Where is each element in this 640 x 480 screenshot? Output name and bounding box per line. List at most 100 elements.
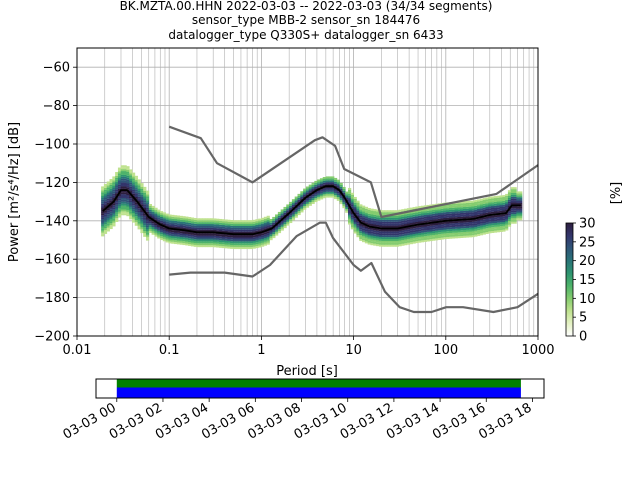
psd-density-cell — [283, 206, 287, 209]
psd-density-cell — [519, 202, 523, 205]
psd-density-cell — [457, 215, 461, 218]
psd-density-cell — [145, 225, 150, 228]
psd-density-cell — [519, 208, 523, 211]
psd-density-cell — [409, 222, 413, 225]
psd-density-cell — [145, 198, 150, 201]
psd-density-cell — [465, 202, 470, 205]
psd-density-cell — [345, 210, 349, 213]
psd-density-cell — [126, 168, 130, 171]
psd-density-cell — [109, 179, 113, 182]
psd-density-cell — [112, 216, 116, 219]
psd-density-cell — [232, 222, 237, 225]
psd-density-cell — [131, 193, 136, 196]
psd-density-cell — [145, 219, 150, 222]
psd-density-cell — [482, 232, 486, 235]
psd-density-cell — [213, 237, 217, 240]
psd-density-cell — [126, 198, 130, 201]
psd-density-cell — [148, 221, 152, 224]
psd-density-cell — [406, 221, 411, 224]
psd-density-cell — [227, 237, 231, 240]
psd-density-cell — [176, 215, 181, 218]
psd-density-cell — [238, 231, 242, 234]
psd-density-cell — [300, 196, 304, 199]
psd-density-cell — [370, 235, 374, 238]
psd-density-cell — [182, 237, 186, 240]
psd-density-cell — [373, 239, 377, 242]
psd-density-cell — [415, 237, 419, 240]
psd-density-cell — [457, 211, 461, 214]
psd-density-cell — [120, 194, 124, 197]
psd-density-cell — [319, 182, 324, 185]
psd-density-cell — [496, 230, 500, 233]
psd-density-cell — [432, 225, 436, 228]
psd-density-cell — [418, 209, 422, 212]
psd-density-cell — [465, 208, 470, 211]
psd-density-cell — [426, 231, 430, 234]
psd-density-cell — [350, 196, 355, 199]
psd-density-cell — [387, 210, 391, 213]
psd-density-cell — [185, 216, 189, 219]
psd-density-cell — [429, 237, 433, 240]
psd-density-cell — [336, 193, 340, 196]
psd-density-cell — [418, 213, 422, 216]
psd-density-cell — [376, 215, 380, 218]
psd-density-cell — [266, 231, 270, 234]
psd-density-cell — [395, 223, 399, 226]
psd-density-cell — [134, 175, 138, 178]
psd-density-cell — [496, 214, 500, 217]
psd-density-cell — [384, 244, 388, 247]
psd-density-cell — [168, 216, 172, 219]
psd-density-cell — [230, 243, 234, 246]
psd-density-cell — [485, 230, 489, 233]
psd-density-cell — [185, 233, 189, 236]
psd-density-cell — [409, 236, 413, 239]
psd-density-cell — [513, 200, 517, 203]
psd-density-cell — [143, 186, 147, 189]
psd-density-cell — [143, 196, 147, 199]
psd-density-cell — [317, 194, 321, 197]
psd-density-cell — [244, 243, 248, 246]
psd-density-cell — [434, 213, 439, 216]
psd-density-cell — [434, 222, 439, 225]
psd-density-cell — [333, 183, 338, 186]
psd-density-cell — [443, 216, 447, 219]
psd-density-cell — [216, 245, 220, 248]
psd-density-cell — [137, 192, 141, 195]
psd-density-cell — [140, 210, 144, 213]
psd-density-cell — [409, 240, 413, 243]
psd-density-cell — [202, 243, 206, 246]
psd-density-cell — [384, 235, 388, 238]
psd-density-cell — [449, 232, 453, 235]
psd-density-cell — [115, 183, 119, 186]
psd-density-cell — [479, 210, 484, 213]
psd-density-cell — [123, 211, 127, 214]
psd-density-cell — [134, 195, 138, 198]
psd-density-cell — [115, 177, 119, 180]
psd-density-cell — [398, 240, 402, 243]
psd-density-cell — [477, 233, 481, 236]
psd-density-cell — [160, 216, 164, 219]
psd-density-cell — [115, 214, 119, 217]
psd-density-cell — [148, 230, 152, 233]
psd-density-cell — [305, 198, 310, 201]
psd-density-cell — [106, 189, 110, 192]
psd-density-cell — [204, 237, 209, 240]
psd-density-cell — [126, 187, 130, 190]
psd-density-cell — [353, 212, 357, 215]
psd-density-cell — [244, 235, 248, 238]
psd-density-cell — [126, 200, 130, 203]
psd-density-cell — [126, 214, 130, 217]
psd-density-cell — [117, 213, 122, 216]
psd-density-cell — [258, 228, 262, 231]
psd-density-cell — [474, 200, 478, 203]
psd-density-cell — [101, 197, 105, 200]
psd-density-cell — [123, 199, 127, 202]
psd-density-cell — [463, 231, 467, 234]
psd-density-cell — [479, 206, 484, 209]
psd-density-cell — [404, 243, 408, 246]
psd-density-cell — [482, 199, 486, 202]
psd-density-cell — [432, 236, 436, 239]
psd-density-cell — [165, 234, 169, 237]
psd-density-cell — [224, 242, 228, 245]
psd-density-cell — [482, 228, 486, 231]
